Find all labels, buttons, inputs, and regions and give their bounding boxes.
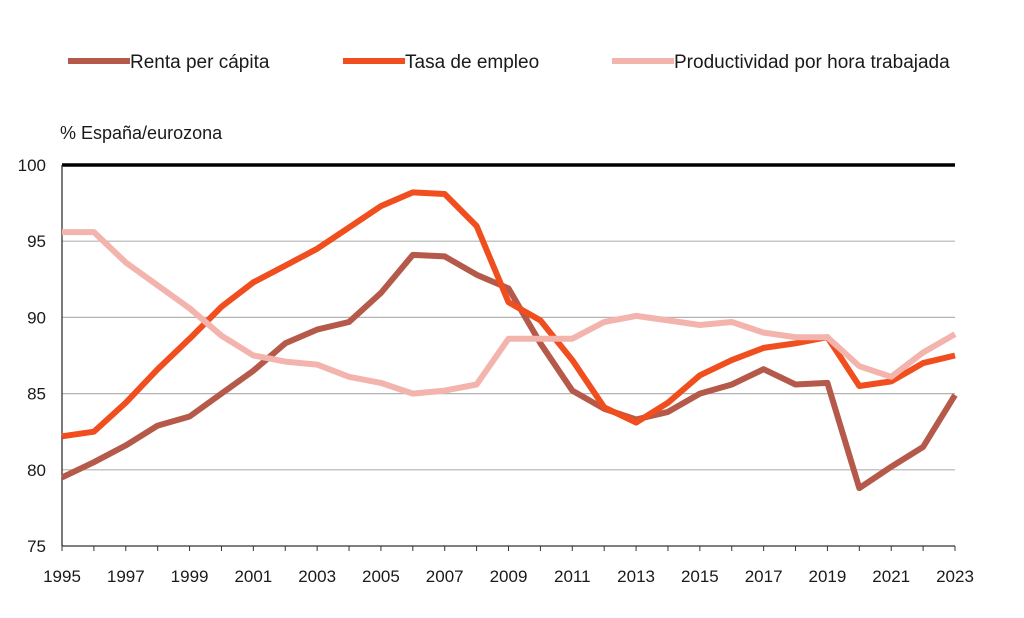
x-tick-label: 2003 <box>298 567 336 586</box>
x-tick-label: 2019 <box>809 567 847 586</box>
x-tick-label: 2013 <box>617 567 655 586</box>
x-tick-label: 2009 <box>490 567 528 586</box>
x-tick-label: 2023 <box>936 567 974 586</box>
y-tick-label: 80 <box>27 461 46 480</box>
legend-label-1: Renta per cápita <box>130 52 270 73</box>
legend-label-2: Tasa de empleo <box>405 52 539 73</box>
x-tick-label: 2015 <box>681 567 719 586</box>
y-tick-labels: 75 80 85 90 95 100 <box>18 156 46 556</box>
x-tick-label: 2017 <box>745 567 783 586</box>
y-tick-label: 90 <box>27 308 46 327</box>
y-tick-label: 100 <box>18 156 46 175</box>
y-tick-label: 75 <box>27 537 46 556</box>
x-tick-label: 2001 <box>234 567 272 586</box>
x-tick-label: 1999 <box>171 567 209 586</box>
x-tick-labels: 1995 1997 1999 2001 2003 2005 2007 2009 2011 2013… <box>43 567 974 586</box>
x-tick-label: 2011 <box>554 567 591 586</box>
y-tick-label: 85 <box>27 385 46 404</box>
series-line-1 <box>60 251 958 492</box>
x-tick-label: 2021 <box>872 567 910 586</box>
series-line-3 <box>62 229 957 397</box>
legend-label-3: Productividad por hora trabajada <box>674 52 950 73</box>
series-lines <box>60 189 958 492</box>
y-axis-unit-label: % España/eurozona <box>60 123 223 143</box>
axes <box>61 165 956 551</box>
series-line-2 <box>61 189 956 440</box>
y-tick-label: 95 <box>27 232 46 251</box>
x-tick-label: 2005 <box>362 567 400 586</box>
x-tick-label: 1995 <box>43 567 81 586</box>
legend: Renta per cápita Tasa de empleo Productivi… <box>68 52 950 73</box>
x-tick-label: 2007 <box>426 567 464 586</box>
x-tick-label: 1997 <box>107 567 145 586</box>
